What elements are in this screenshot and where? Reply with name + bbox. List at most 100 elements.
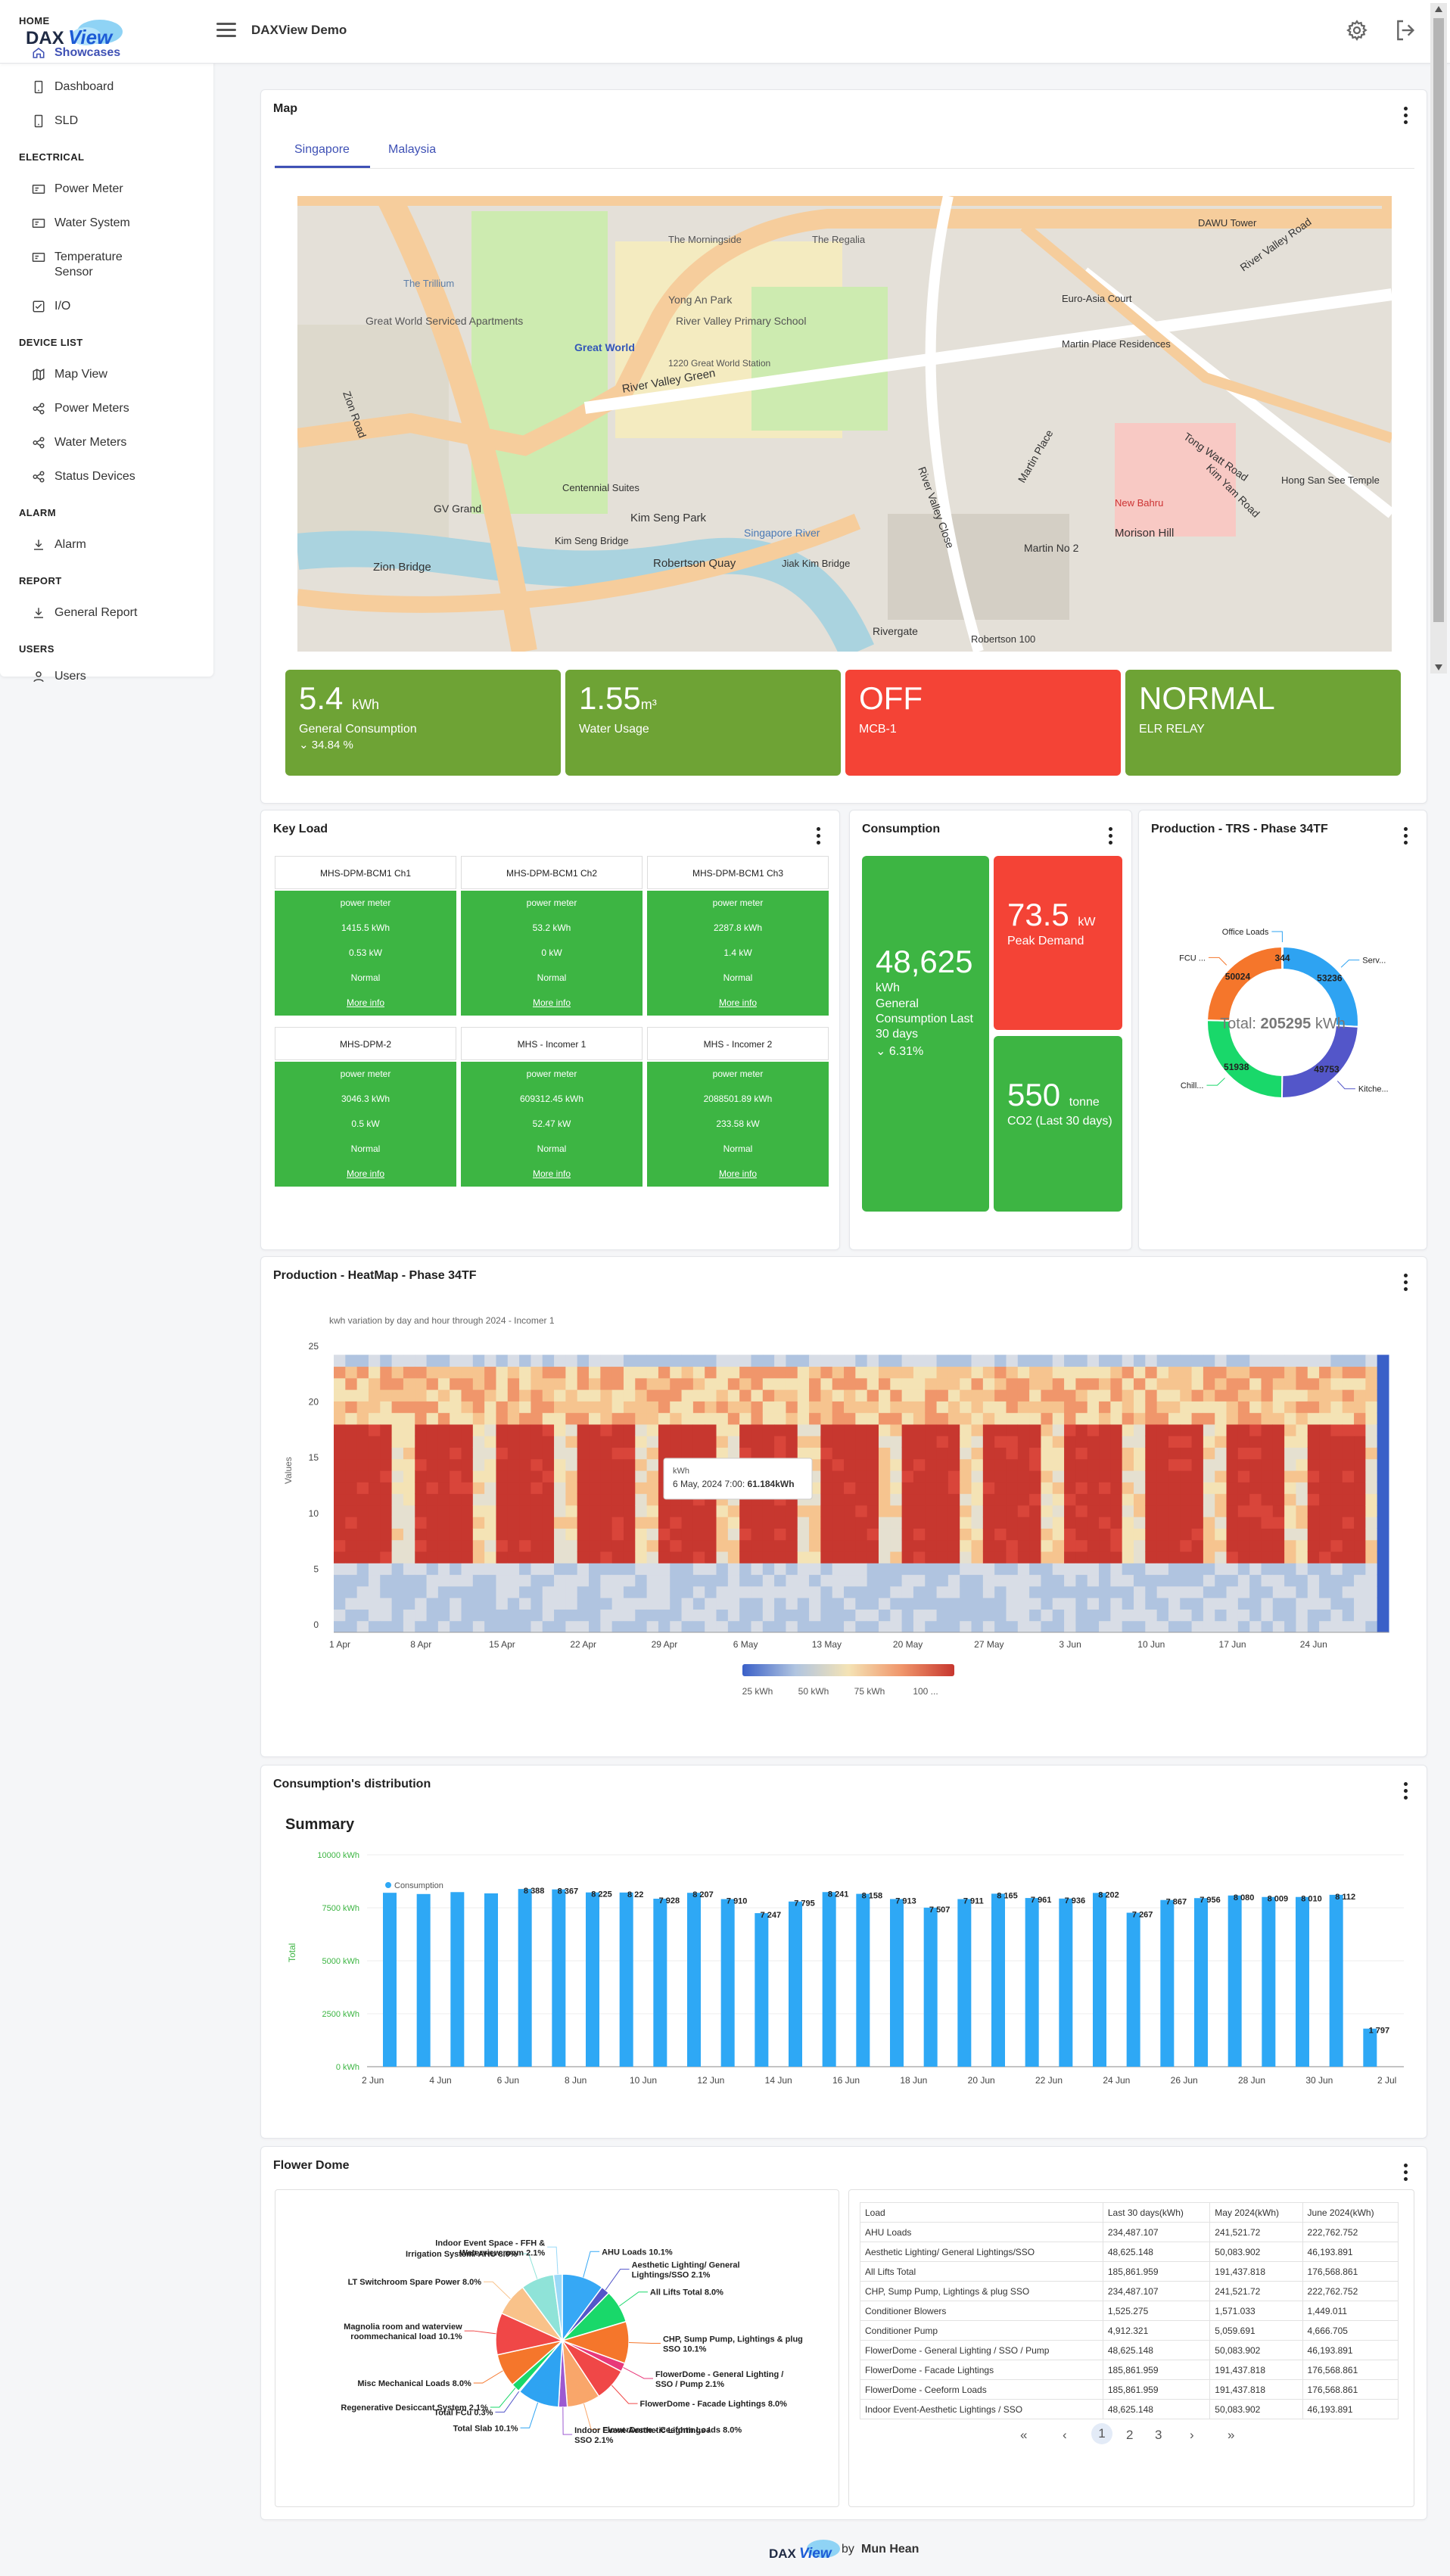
bar[interactable] — [552, 1889, 566, 2067]
sidebar-item-power-meter[interactable]: Power Meter — [32, 182, 198, 197]
pagination-item[interactable]: 2 — [1126, 2428, 1134, 2442]
bar[interactable] — [586, 1892, 599, 2067]
sidebar-item-sld[interactable]: SLD — [32, 114, 198, 129]
key-load-more-icon[interactable] — [817, 827, 821, 845]
heatmap-cells[interactable] — [334, 1355, 1389, 1633]
bar[interactable] — [450, 1892, 465, 2067]
table-row[interactable]: Indoor Event-Aesthetic Lightings / SSO 48… — [860, 2399, 1399, 2419]
map-view[interactable]: The Trillium Great World Serviced Apartm… — [297, 196, 1392, 652]
table-row[interactable]: Conditioner Pump 4,912.321 5,059.691 4,666.… — [860, 2320, 1399, 2341]
bar[interactable] — [484, 1893, 498, 2067]
distribution-more-icon[interactable] — [1404, 1782, 1408, 1800]
map-more-icon[interactable] — [1404, 107, 1408, 124]
bar[interactable] — [1059, 1898, 1073, 2067]
bar[interactable] — [789, 1901, 802, 2067]
tab-malaysia[interactable]: Malaysia — [388, 143, 437, 156]
footer-author[interactable]: Mun Hean — [861, 2543, 919, 2556]
bar[interactable] — [991, 1893, 1005, 2067]
bar[interactable] — [755, 1913, 769, 2067]
donut-slice[interactable] — [1282, 945, 1359, 1028]
bar[interactable] — [1296, 1896, 1309, 2067]
bar[interactable] — [687, 1893, 701, 2067]
table-row[interactable]: FlowerDome - Ceeform Loads 185,861.959 191… — [860, 2379, 1399, 2400]
sidebar-item-temperature-sensor[interactable]: Temperature Sensor — [32, 250, 145, 280]
sidebar-item-general-report[interactable]: General Report — [32, 605, 198, 621]
pagination-item[interactable]: ‹ — [1063, 2428, 1067, 2442]
sidebar-item-status-devices[interactable]: Status Devices — [32, 469, 198, 484]
heatmap-chart[interactable]: kwh variation by day and hour through 20… — [261, 1302, 1427, 1749]
bar[interactable] — [1262, 1896, 1276, 2067]
bar[interactable] — [1160, 1899, 1175, 2067]
gear-icon[interactable] — [1346, 19, 1368, 42]
menu-toggle-icon[interactable] — [216, 23, 236, 38]
bar[interactable] — [890, 1899, 904, 2067]
more-info-link[interactable]: More info — [647, 1162, 829, 1187]
stat-mcb-1[interactable]: OFF MCB-1 — [845, 670, 1121, 776]
stat-elr-relay[interactable]: NORMAL ELR RELAY — [1125, 670, 1401, 776]
bar[interactable] — [383, 1893, 397, 2067]
bar[interactable] — [1093, 1893, 1106, 2067]
daxview-logo[interactable]: DAX View — [26, 17, 132, 50]
bar[interactable] — [856, 1893, 870, 2067]
table-row[interactable]: CHP, Sump Pump, Lightings & plug SSO 234,… — [860, 2281, 1399, 2301]
bar[interactable] — [720, 1899, 735, 2067]
sidebar-item-io[interactable]: I/O — [32, 299, 198, 314]
sidebar-item-users[interactable]: Users — [32, 669, 198, 684]
bar[interactable] — [957, 1899, 972, 2067]
donut-slice[interactable] — [1280, 1025, 1359, 1099]
pagination-item[interactable]: 1 — [1091, 2423, 1112, 2444]
bar-legend-label[interactable]: Consumption — [394, 1881, 443, 1890]
pagination-item[interactable]: 3 — [1155, 2428, 1162, 2442]
more-info-link[interactable]: More info — [647, 991, 829, 1016]
stat-general-consumption[interactable]: 5.4 kWh General Consumption ⌄ 34.84 % — [285, 670, 561, 776]
bar[interactable] — [1329, 1894, 1343, 2067]
table-row[interactable]: Conditioner Blowers 1,525.275 1,571.033 1,4… — [860, 2301, 1399, 2321]
more-info-link[interactable]: More info — [461, 1162, 643, 1187]
table-row[interactable]: AHU Loads 234,487.107 241,521.72 222,762.75… — [860, 2222, 1399, 2242]
bar[interactable] — [1126, 1912, 1140, 2067]
pagination-item[interactable]: « — [1020, 2428, 1028, 2442]
bar[interactable] — [653, 1899, 667, 2067]
stat-water-usage[interactable]: 1.55m³ Water Usage — [565, 670, 841, 776]
more-info-link[interactable]: More info — [461, 991, 643, 1016]
bar[interactable] — [1363, 2028, 1377, 2067]
sidebar-item-dashboard[interactable]: Dashboard — [32, 79, 198, 95]
heatmap-more-icon[interactable] — [1404, 1274, 1408, 1291]
consumption-more-icon[interactable] — [1109, 827, 1113, 845]
bar[interactable] — [1194, 1898, 1208, 2067]
logout-icon[interactable] — [1394, 18, 1418, 42]
sidebar-item-map-view[interactable]: Map View — [32, 367, 198, 382]
flower-dome-pie-chart[interactable]: AHU Loads 10.1%Aesthetic Lighting/ Gener… — [275, 2189, 839, 2507]
sidebar-item-water-meters[interactable]: Water Meters — [32, 435, 198, 450]
more-info-link[interactable]: More info — [275, 991, 456, 1016]
sidebar-item-power-meters[interactable]: Power Meters — [32, 401, 198, 416]
bar[interactable] — [1025, 1898, 1039, 2067]
bar[interactable] — [822, 1892, 836, 2067]
production-donut-more-icon[interactable] — [1404, 827, 1408, 845]
sidebar-item-showcases[interactable]: Showcases — [32, 45, 198, 61]
bar[interactable] — [518, 1889, 532, 2067]
more-info-link[interactable]: More info — [275, 1162, 456, 1187]
sidebar-item-water-system[interactable]: Water System — [32, 216, 198, 231]
sidebar-item-alarm[interactable]: Alarm — [32, 537, 198, 552]
table-row[interactable]: FlowerDome - Facade Lightings 185,861.959… — [860, 2360, 1399, 2380]
bar[interactable] — [1228, 1895, 1242, 2067]
heatmap-cell — [577, 1598, 590, 1610]
tab-singapore[interactable]: Singapore — [294, 143, 350, 156]
flower-dome-more-icon[interactable] — [1404, 2164, 1408, 2181]
table-row[interactable]: All Lifts Total 185,861.959 191,437.818 176… — [860, 2261, 1399, 2282]
total-consumption-tile[interactable]: 48,625 kWh General Consumption Last 30 d… — [862, 856, 989, 1212]
pagination-item[interactable]: › — [1190, 2428, 1194, 2442]
bar[interactable] — [619, 1892, 633, 2067]
table-row[interactable]: FlowerDome - General Lighting / SSO / Pu… — [860, 2340, 1399, 2360]
bar[interactable] — [923, 1907, 938, 2067]
co2-tile[interactable]: 550 tonne CO2 (Last 30 days) — [994, 1036, 1122, 1212]
peak-demand-tile[interactable]: 73.5 kW Peak Demand — [994, 856, 1122, 1030]
table-row[interactable]: Aesthetic Lighting/ General Lightings/SS… — [860, 2242, 1399, 2262]
donut-slice[interactable] — [1280, 945, 1284, 971]
pagination-item[interactable]: » — [1228, 2428, 1235, 2442]
bar[interactable] — [416, 1893, 431, 2067]
flower-dome-title: Flower Dome — [273, 2159, 350, 2172]
production-donut-chart[interactable]: 53236Serv...49753Kitche...51938Chill...5… — [1139, 856, 1427, 1196]
